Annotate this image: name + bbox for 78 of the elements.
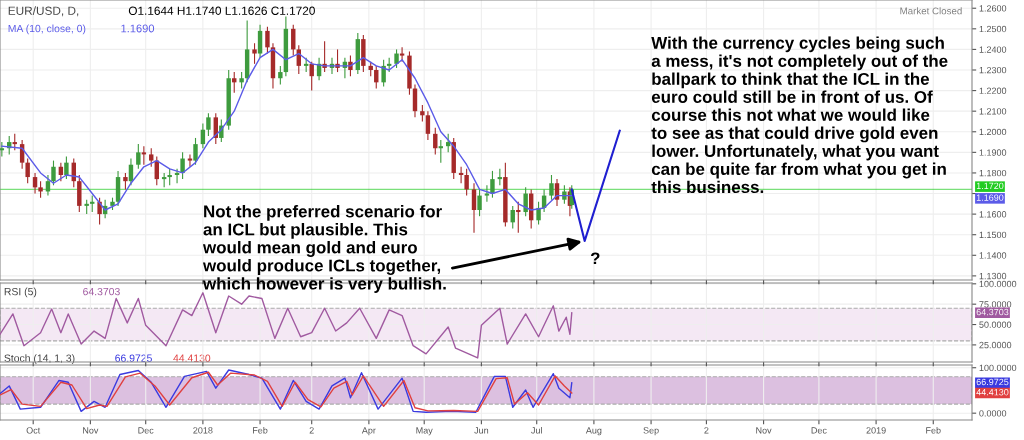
- y-tick-label: 1.1300: [979, 272, 1007, 280]
- annotation: Not the preferred scenario for an ICL but plausible. This would mean gold and euro would produce ICLs together, which however is very bullish.: [202, 205, 446, 293]
- y-tick-label: 75.0000: [979, 301, 1012, 308]
- candlestick: [471, 182, 477, 234]
- candlestick: [394, 48, 399, 69]
- y-tick-label: 1.2500: [979, 25, 1007, 33]
- text: 64.3703: [976, 308, 1009, 316]
- x-tick-label: Oct: [26, 427, 41, 434]
- candlestick: [136, 143, 141, 170]
- x-tick-label: Sep: [643, 427, 659, 436]
- y-tick-label: 1.1500: [979, 231, 1007, 239]
- annotation: 44.4130: [173, 354, 211, 362]
- candlestick: [149, 147, 154, 168]
- annotation: ?: [591, 252, 600, 265]
- y-tick-label: 1.1900: [979, 149, 1007, 156]
- y-tick-label: 1.2300: [979, 66, 1007, 74]
- chart-title: EUR/USD, D,: [8, 6, 79, 17]
- x-tick-label: Dec: [138, 427, 154, 434]
- text: MA (10, close, 0): [8, 24, 86, 35]
- candlestick: [193, 137, 198, 166]
- x-tick-label: May: [416, 427, 433, 436]
- y-tick-label: 1.2600: [979, 5, 1007, 12]
- y-tick-label: 1.2100: [979, 108, 1007, 115]
- annotation: 64.3703: [83, 287, 120, 296]
- candlestick: [206, 112, 211, 137]
- y-tick-label: 1.1800: [979, 169, 1007, 177]
- x-tick-label: Feb: [926, 426, 941, 434]
- x-tick-label: 2: [309, 427, 314, 434]
- y-tick-label: 1.2000: [979, 128, 1007, 136]
- candlestick: [464, 168, 469, 197]
- candlestick: [180, 151, 185, 180]
- y-tick-label: 1.2200: [979, 87, 1007, 94]
- candlestick: [64, 155, 69, 180]
- annotation: 66.9725: [115, 354, 152, 362]
- y-tick-label: 1.2400: [979, 46, 1007, 53]
- candlestick: [523, 186, 528, 217]
- candlestick: [25, 157, 30, 184]
- x-tick-label: 2018: [193, 427, 213, 434]
- y-tick-label: 1.1600: [979, 211, 1007, 218]
- candlestick: [278, 65, 283, 85]
- x-tick-label: Dec: [811, 427, 827, 434]
- chart-title: Stoch (14, 1, 3): [4, 354, 75, 364]
- y-tick-label: 0.0000: [979, 410, 1007, 417]
- x-tick-label: 2019: [866, 427, 886, 434]
- ref-line-label: 1.1720: [976, 182, 1004, 190]
- x-tick-label: Feb: [253, 426, 268, 434]
- candlestick: [97, 197, 102, 225]
- candlestick: [265, 26, 270, 55]
- annotation: O1.1644 H1.1740 L1.1626 C1.1720: [128, 6, 315, 15]
- candlestick: [477, 188, 482, 217]
- x-tick-label: Apr: [361, 427, 376, 436]
- text: 66.9725: [976, 378, 1009, 386]
- x-tick-label: 2: [704, 427, 709, 434]
- candlestick: [309, 61, 314, 92]
- candlestick: [252, 42, 257, 65]
- x-tick-label: Aug: [585, 427, 602, 436]
- chart-title: RSI (5): [4, 287, 37, 298]
- candlestick: [536, 201, 541, 225]
- candlestick: [425, 110, 431, 141]
- y-tick-label: 100.0000: [979, 364, 1017, 372]
- candlestick: [257, 24, 263, 59]
- candlestick: [549, 174, 554, 201]
- x-tick-label: Nov: [756, 427, 772, 434]
- text: 44.4130: [976, 389, 1009, 396]
- annotation: 1.1690: [121, 24, 155, 33]
- y-tick-label: 50.0000: [979, 321, 1012, 328]
- candlestick: [51, 160, 56, 186]
- y-tick-label: 25.0000: [979, 341, 1012, 349]
- y-tick-label: 1.1400: [979, 252, 1007, 259]
- text: With the currency cycles being such a mess, it's not completely out of the ballpark to think that the ICL in the euro could still be in front of us. Of course this not what we would like to see as that could drive gold even lower. Unfortunately, what you want can be quite far from what you get in this business.: [651, 36, 948, 194]
- x-tick-label: Jul: [531, 426, 542, 434]
- x-tick-label: Nov: [83, 427, 99, 434]
- y-tick-label: 100.0000: [979, 280, 1017, 288]
- annotation: Market Closed: [900, 7, 962, 15]
- candlestick: [381, 59, 386, 88]
- x-tick-label: Jun: [474, 427, 489, 434]
- text: 1.1690: [976, 194, 1004, 201]
- candlestick: [490, 170, 495, 199]
